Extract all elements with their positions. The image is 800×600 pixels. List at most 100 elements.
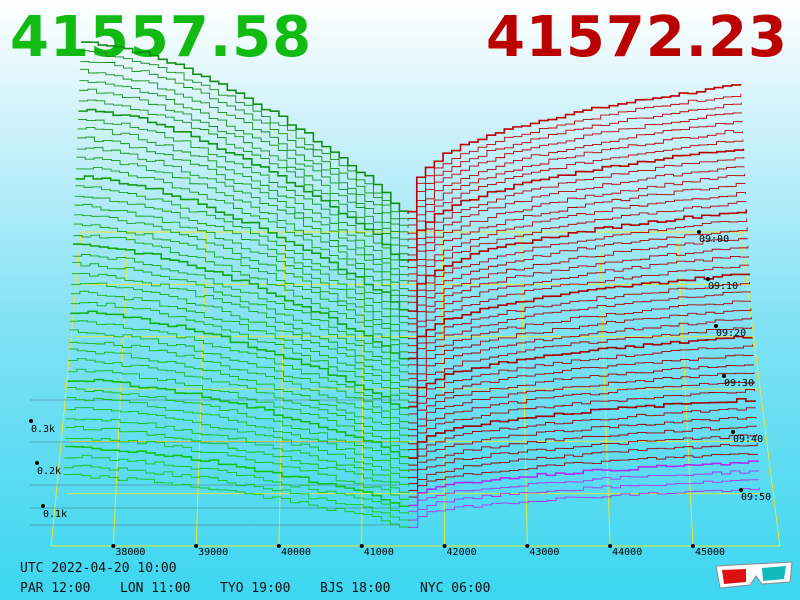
x-tick-mark: [690, 544, 695, 548]
ask-depth-line: [408, 389, 756, 451]
ask-depth-line: [408, 344, 753, 415]
ask-depth-line: [408, 93, 742, 219]
ask-depth-line: [408, 282, 751, 366]
ask-depth-line: [408, 364, 754, 430]
bid-depth-line: [79, 80, 409, 242]
bid-depth-line: [64, 445, 410, 508]
utc-time: UTC 2022-04-20 10:00: [20, 561, 177, 576]
bid-depth-line: [66, 407, 409, 480]
ask-depth-line: [408, 209, 748, 312]
city-clock-beijing: BJS 18:00: [320, 581, 391, 596]
bid-depth-line: [64, 454, 409, 515]
ask-depth-line: [408, 316, 752, 396]
bid-depth-line: [72, 243, 410, 361]
bid-depth-line: [70, 301, 409, 403]
3d-glasses-icon[interactable]: [714, 560, 794, 592]
x-tick-mark: [194, 544, 199, 548]
bid-depth-line: [68, 348, 409, 438]
time-tick-label: 09:50: [741, 492, 771, 503]
bid-depth-line: [81, 41, 409, 214]
y-tick-mark: [35, 461, 39, 465]
time-tick-label: 09:30: [724, 378, 754, 389]
bid-depth-line: [77, 119, 409, 270]
ask-depth-line: [408, 417, 757, 471]
label-layer: 38000 39000 40000 41000 42000 43000 44000 45000…: [29, 230, 771, 558]
ask-depth-line: [408, 425, 757, 478]
y-tick-mark: [29, 419, 33, 423]
ask-depth-line: [408, 470, 759, 512]
bid-depth-line: [74, 203, 409, 333]
ask-depth-line: [408, 479, 760, 521]
ask-depth-line: [408, 300, 751, 380]
ask-depth-line: [408, 183, 746, 292]
bid-depth-line: [78, 108, 409, 263]
ask-depth-line: [408, 112, 743, 234]
bid-depth-line: [66, 397, 409, 473]
x-tick-label: 44000: [612, 547, 642, 558]
bid-depth-line: [77, 127, 409, 277]
bid-depth-line: [79, 88, 409, 249]
ask-depth-line: [408, 173, 746, 282]
x-tick-label: 38000: [115, 547, 145, 558]
ask-depth-line: [408, 291, 751, 375]
ask-depth-line: [408, 102, 742, 226]
ask-depth-line: [408, 308, 752, 388]
bid-depth-line: [80, 61, 409, 228]
ask-depth-line: [408, 273, 751, 360]
bid-depth-line: [80, 50, 409, 221]
city-clocks: PAR 12:00 LON 11:00 TYO 19:00 BJS 18:00 …: [20, 581, 520, 596]
y-tick-mark: [41, 504, 45, 508]
bid-depth-line: [67, 387, 409, 466]
ask-depth-line: [408, 238, 748, 333]
bid-depth-line: [75, 175, 409, 312]
ask-depth-line: [408, 157, 745, 269]
bid-depth-line: [75, 185, 409, 319]
ask-depth-line: [408, 453, 758, 498]
ask-depth-line: [408, 245, 749, 339]
city-clock-london: LON 11:00: [120, 581, 191, 596]
bid-depth-line: [65, 426, 409, 494]
ask-depth-line: [408, 264, 750, 354]
x-tick-label: 43000: [529, 547, 559, 558]
bid-series-layer: [63, 41, 410, 528]
bid-depth-line: [67, 368, 409, 452]
ask-price: 41572.23: [485, 5, 788, 70]
ask-depth-line: [408, 148, 745, 261]
bid-depth-line: [72, 262, 409, 375]
bid-depth-line: [79, 68, 409, 235]
bid-depth-line: [74, 195, 409, 326]
ask-depth-line: [408, 130, 744, 249]
ask-depth-line: [408, 434, 758, 485]
x-tick-mark: [442, 544, 447, 548]
ask-depth-line: [408, 201, 747, 303]
bid-depth-line: [65, 418, 409, 487]
bid-depth-line: [69, 341, 409, 431]
time-tick-label: 09:20: [716, 328, 746, 339]
bid-depth-line: [64, 464, 409, 522]
x-tick-label: 39000: [198, 547, 228, 558]
bid-depth-line: [77, 136, 409, 284]
time-tick-mark: [697, 230, 701, 234]
y-tick-label: 0.1k: [43, 509, 67, 520]
bid-depth-line: [69, 320, 409, 417]
time-tick-mark: [706, 277, 710, 281]
x-tick-label: 41000: [364, 547, 394, 558]
city-clock-tokyo: TYO 19:00: [220, 581, 291, 596]
x-tick-mark: [359, 544, 364, 548]
x-tick-label: 42000: [447, 547, 477, 558]
time-tick-label: 09:40: [733, 434, 763, 445]
ask-depth-line: [408, 381, 755, 445]
bid-depth-line: [74, 214, 409, 340]
city-clock-newyork: NYC 06:00: [420, 581, 491, 596]
ask-depth-line: [408, 121, 743, 240]
bid-depth-line: [78, 99, 409, 256]
ask-depth-line: [408, 398, 756, 459]
x-tick-label: 40000: [281, 547, 311, 558]
bid-depth-line: [73, 223, 409, 347]
x-tick-label: 45000: [695, 547, 725, 558]
depth-chart: 38000 39000 40000 41000 42000 43000 44000 45000…: [29, 41, 781, 558]
ask-depth-line: [408, 442, 758, 491]
bid-depth-line: [71, 273, 409, 382]
time-tick-mark: [731, 430, 735, 434]
x-tick-mark: [111, 544, 116, 548]
